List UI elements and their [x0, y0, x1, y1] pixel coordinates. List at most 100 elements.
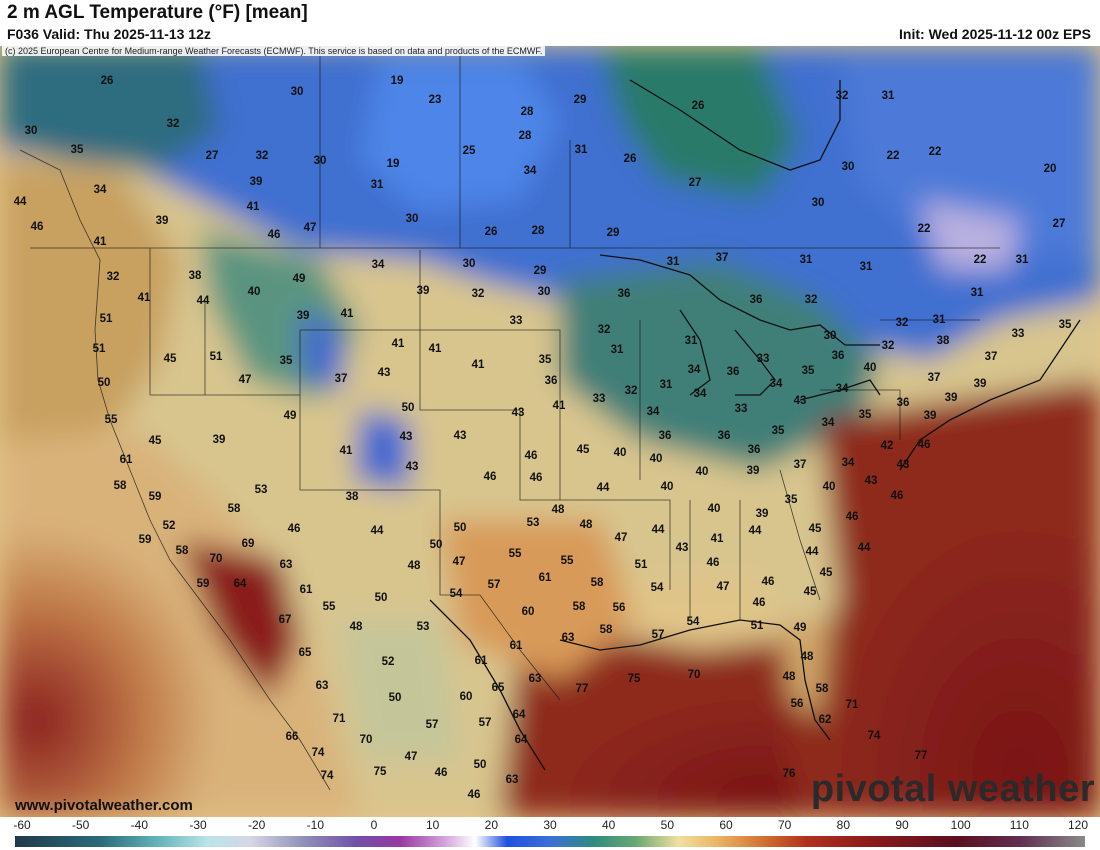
temperature-label: 31: [970, 287, 984, 299]
temperature-label: 55: [508, 548, 522, 560]
temperature-label: 38: [345, 491, 359, 503]
temperature-label: 51: [750, 620, 764, 632]
temperature-label: 58: [599, 624, 613, 636]
temperature-label: 35: [784, 494, 798, 506]
scale-tick-label: 70: [777, 818, 792, 832]
temperature-label: 43: [675, 542, 689, 554]
temperature-label: 48: [349, 621, 363, 633]
temperature-label: 60: [459, 691, 473, 703]
scale-tick-label: -40: [130, 818, 148, 832]
temperature-label: 46: [267, 229, 281, 241]
temperature-label: 41: [471, 359, 485, 371]
temperature-label: 67: [278, 614, 292, 626]
scale-tick-label: -50: [71, 818, 90, 832]
temperature-label: 27: [688, 177, 702, 189]
temperature-label: 46: [434, 767, 448, 779]
temperature-label: 31: [666, 256, 680, 268]
temperature-label: 44: [596, 482, 610, 494]
temperature-label: 53: [416, 621, 430, 633]
temperature-label: 32: [106, 271, 120, 283]
temperature-label: 64: [233, 578, 247, 590]
temperature-label: 74: [311, 747, 325, 759]
temperature-label: 54: [686, 616, 700, 628]
temperature-label: 35: [771, 425, 785, 437]
temperature-label: 58: [815, 683, 829, 695]
temperature-label: 51: [634, 559, 648, 571]
temperature-label: 34: [841, 457, 855, 469]
temperature-label: 63: [315, 680, 329, 692]
temperature-label: 44: [748, 525, 762, 537]
temperature-label: 47: [303, 222, 317, 234]
scale-tick-label: -10: [306, 818, 324, 832]
website-url[interactable]: www.pivotalweather.com: [15, 797, 193, 814]
temperature-label: 26: [100, 75, 114, 87]
temperature-label: 51: [209, 351, 223, 363]
temperature-label: 48: [800, 651, 814, 663]
temperature-label: 58: [590, 577, 604, 589]
temperature-label: 56: [790, 698, 804, 710]
temperature-label: 36: [747, 444, 761, 456]
temperature-label: 30: [290, 86, 304, 98]
temperature-label: 37: [793, 459, 807, 471]
temperature-label: 35: [1058, 319, 1072, 331]
scale-tick-label: 120: [1067, 818, 1089, 832]
temperature-label: 61: [474, 655, 488, 667]
scale-tick-label: 30: [543, 818, 557, 832]
scale-tick-label: 100: [950, 818, 971, 832]
temperature-label: 77: [575, 683, 589, 695]
temperature-label: 39: [416, 285, 430, 297]
temperature-label: 50: [453, 522, 467, 534]
temperature-label: 40: [707, 503, 721, 515]
temperature-label: 19: [386, 158, 400, 170]
temperature-label: 47: [452, 556, 466, 568]
temperature-label: 33: [756, 353, 770, 365]
temperature-label: 63: [279, 559, 293, 571]
temperature-label: 55: [322, 601, 336, 613]
temperature-label: 30: [811, 197, 825, 209]
temperature-label: 45: [808, 523, 822, 535]
temperature-label: 31: [659, 379, 673, 391]
temperature-label: 43: [793, 395, 807, 407]
temperature-label: 31: [932, 314, 946, 326]
temperature-label: 33: [509, 315, 523, 327]
temperature-label: 50: [473, 759, 487, 771]
temperature-label: 65: [491, 682, 505, 694]
temperature-label: 36: [544, 375, 558, 387]
temperature-label: 37: [927, 372, 941, 384]
temperature-label: 43: [453, 430, 467, 442]
temperature-label: 39: [746, 465, 760, 477]
temperature-label: 52: [381, 656, 395, 668]
scale-tick-label: 110: [1009, 818, 1029, 832]
temperature-label: 34: [687, 364, 701, 376]
temperature-label: 36: [658, 430, 672, 442]
temperature-label: 63: [561, 632, 575, 644]
temperature-label: 41: [552, 400, 566, 412]
temperature-label: 60: [521, 606, 535, 618]
temperature-label: 36: [896, 397, 910, 409]
temperature-label: 46: [752, 597, 766, 609]
temperature-label: 59: [148, 491, 162, 503]
temperature-map[interactable]: 26 30 19 23 28 29 26 32 31 30 32 35 27 32 30 19 25 28 31 26…: [0, 46, 1100, 817]
temperature-label: 61: [509, 640, 523, 652]
temperature-label: 58: [175, 545, 189, 557]
init-time: Init: Wed 2025-11-12 00z EPS: [899, 26, 1091, 42]
temperature-label: 22: [886, 150, 900, 162]
temperature-label: 43: [511, 407, 525, 419]
temperature-label: 44: [370, 525, 384, 537]
temperature-label: 45: [163, 353, 177, 365]
temperature-label: 76: [782, 768, 796, 780]
temperature-label: 35: [538, 354, 552, 366]
map-title: 2 m AGL Temperature (°F) [mean]: [7, 2, 308, 23]
temperature-label: 37: [715, 252, 729, 264]
header: 2 m AGL Temperature (°F) [mean] F036 Val…: [0, 0, 1100, 46]
temperature-label: 50: [374, 592, 388, 604]
temperature-label: 32: [166, 118, 180, 130]
temperature-label: 41: [339, 445, 353, 457]
temperature-label: 41: [93, 236, 107, 248]
temperature-label: 71: [845, 699, 859, 711]
temperature-label: 70: [209, 553, 223, 565]
temperature-label: 45: [576, 444, 590, 456]
scale-tick-label: 80: [836, 818, 851, 832]
temperature-label: 41: [391, 338, 405, 350]
scale-tick-label: -60: [13, 818, 31, 832]
